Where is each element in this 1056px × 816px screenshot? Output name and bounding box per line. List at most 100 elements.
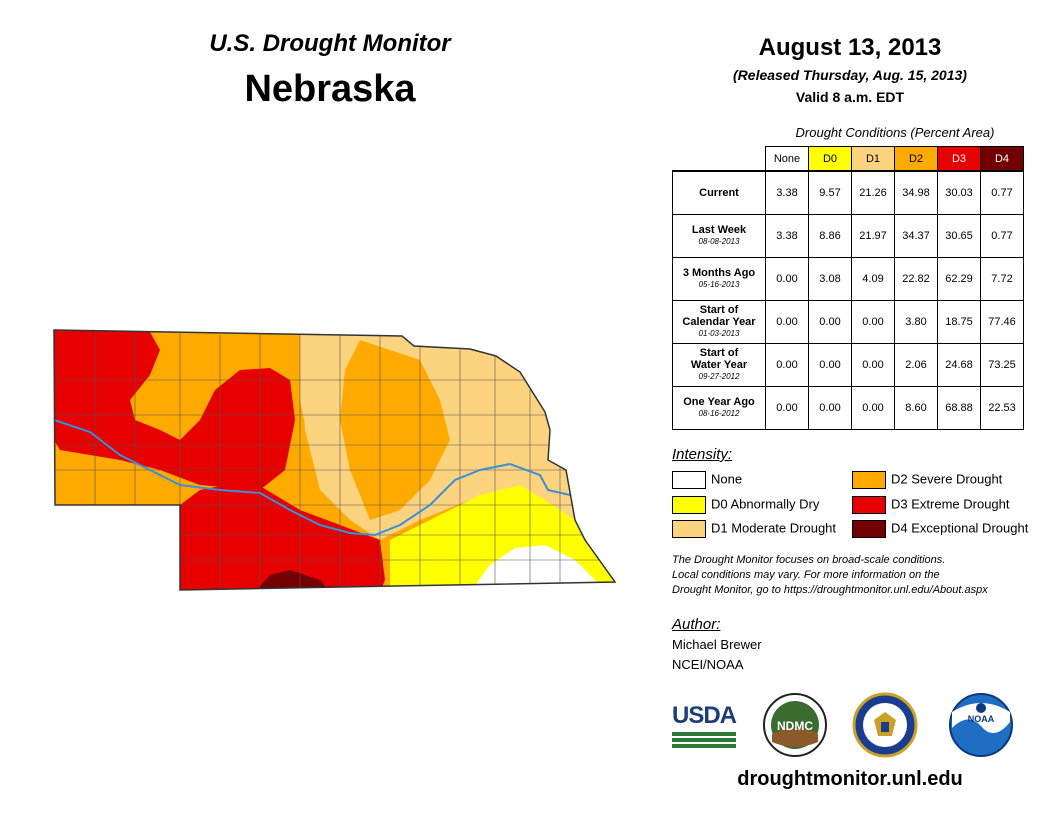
legend-label: D1 Moderate Drought — [711, 520, 837, 536]
disclaimer-note: The Drought Monitor focuses on broad-sca… — [672, 553, 1042, 598]
table-cell: 73.25 — [980, 343, 1024, 387]
state-title: Nebraska — [244, 68, 416, 110]
table-cell: 34.98 — [894, 170, 938, 215]
table-row: One Year Ago 08-16-2012 0.00 0.00 0.00 8.… — [672, 386, 1024, 430]
header-d2: D2 — [894, 146, 938, 172]
header-none: None — [765, 146, 809, 172]
header-d1: D1 — [851, 146, 895, 172]
legend-label: None — [711, 471, 743, 487]
table-cell: 0.77 — [980, 214, 1024, 258]
table-cell: 0.00 — [808, 343, 852, 387]
table-cell: 22.82 — [894, 257, 938, 301]
drought-conditions-table: None D0 D1 D2 D3 D4 Current 3.38 9.57 21… — [672, 146, 1024, 430]
platte-river — [53, 419, 571, 537]
author-org: NCEI/NOAA — [672, 657, 744, 672]
swatch-d2 — [852, 471, 886, 489]
note-line: Drought Monitor, go to https://droughtmo… — [672, 584, 988, 596]
table-cell: 77.46 — [980, 300, 1024, 344]
table-cell: 0.00 — [765, 257, 809, 301]
author-heading: Author: — [672, 616, 721, 633]
table-cell: 2.06 — [894, 343, 938, 387]
legend-item-d3: D3 Extreme Drought — [852, 496, 1010, 514]
website-link[interactable]: droughtmonitor.unl.edu — [737, 768, 963, 790]
none-region — [470, 545, 600, 590]
table-cell: 30.03 — [937, 170, 981, 215]
legend-item-d4: D4 Exceptional Drought — [852, 520, 1028, 538]
nebraska-drought-map — [53, 329, 617, 591]
row-label: Start of Calendar Year 01-03-2013 — [672, 300, 766, 344]
legend-label: D0 Abnormally Dry — [711, 496, 820, 512]
table-cell: 3.80 — [894, 300, 938, 344]
table-cell: 21.97 — [851, 214, 895, 258]
table-caption: Drought Conditions (Percent Area) — [795, 125, 995, 140]
legend-item-d1: D1 Moderate Drought — [672, 520, 836, 538]
drought-regions — [54, 330, 615, 590]
table-cell: 68.88 — [937, 386, 981, 430]
table-header-row: None D0 D1 D2 D3 D4 — [673, 146, 1024, 172]
note-line: Local conditions may vary. For more info… — [672, 569, 940, 581]
table-cell: 3.38 — [765, 214, 809, 258]
valid-time: Valid 8 a.m. EDT — [795, 89, 905, 105]
table-cell: 0.00 — [765, 300, 809, 344]
table-cell: 30.65 — [937, 214, 981, 258]
release-date: (Released Thursday, Aug. 15, 2013) — [733, 67, 967, 83]
table-cell: 0.00 — [808, 300, 852, 344]
table-cell: 7.72 — [980, 257, 1024, 301]
table-cell: 8.86 — [808, 214, 852, 258]
table-row: 3 Months Ago 05-16-2013 0.00 3.08 4.09 22… — [672, 257, 1024, 301]
usda-logo: USDA — [672, 702, 737, 748]
row-label: Last Week 08-08-2013 — [672, 214, 766, 258]
legend-item-d2: D2 Severe Drought — [852, 471, 1002, 489]
table-cell: 0.00 — [765, 343, 809, 387]
swatch-none — [672, 471, 706, 489]
header-d4: D4 — [980, 146, 1024, 172]
doc-seal-logo — [852, 692, 918, 758]
header-d3: D3 — [937, 146, 981, 172]
table-cell: 8.60 — [894, 386, 938, 430]
table-cell: 0.00 — [851, 343, 895, 387]
d4-region — [255, 570, 330, 590]
svg-text:NDMC: NDMC — [777, 719, 813, 733]
table-cell: 9.57 — [808, 170, 852, 215]
table-cell: 21.26 — [851, 170, 895, 215]
row-label: 3 Months Ago 05-16-2013 — [672, 257, 766, 301]
table-row: Current 3.38 9.57 21.26 34.98 30.03 0.77 — [672, 170, 1024, 215]
table-cell: 24.68 — [937, 343, 981, 387]
legend-title: Intensity: — [672, 446, 733, 463]
table-cell: 0.00 — [765, 386, 809, 430]
map-date: August 13, 2013 — [758, 34, 942, 61]
table-cell: 0.00 — [808, 386, 852, 430]
d3-region-southwest — [180, 480, 385, 590]
table-row: Start of Calendar Year 01-03-2013 0.00 0.0… — [672, 300, 1024, 344]
noaa-logo: NOAA — [949, 693, 1013, 757]
legend-item-d0: D0 Abnormally Dry — [672, 496, 819, 514]
note-line: The Drought Monitor focuses on broad-sca… — [672, 554, 946, 566]
swatch-d4 — [852, 520, 886, 538]
swatch-d0 — [672, 496, 706, 514]
table-cell: 0.77 — [980, 170, 1024, 215]
row-label: One Year Ago 08-16-2012 — [672, 386, 766, 430]
ndmc-logo: NDMC — [763, 693, 827, 757]
table-cell: 22.53 — [980, 386, 1024, 430]
header-d0: D0 — [808, 146, 852, 172]
legend-label: D3 Extreme Drought — [891, 496, 1010, 512]
author-name: Michael Brewer — [672, 637, 762, 652]
table-cell: 62.29 — [937, 257, 981, 301]
table-cell: 0.00 — [851, 300, 895, 344]
row-label: Current — [672, 170, 766, 215]
table-cell: 34.37 — [894, 214, 938, 258]
program-title: U.S. Drought Monitor — [209, 30, 451, 57]
swatch-d3 — [852, 496, 886, 514]
legend-item-none: None — [672, 471, 742, 489]
swatch-d1 — [672, 520, 706, 538]
table-cell: 4.09 — [851, 257, 895, 301]
svg-text:NOAA: NOAA — [968, 714, 995, 724]
legend-label: D4 Exceptional Drought — [891, 520, 1029, 536]
table-cell: 18.75 — [937, 300, 981, 344]
table-cell: 3.38 — [765, 170, 809, 215]
table-cell: 0.00 — [851, 386, 895, 430]
table-cell: 3.08 — [808, 257, 852, 301]
table-row: Last Week 08-08-2013 3.38 8.86 21.97 34.3… — [672, 214, 1024, 258]
header-blank — [673, 147, 766, 172]
state-outline — [53, 329, 617, 591]
